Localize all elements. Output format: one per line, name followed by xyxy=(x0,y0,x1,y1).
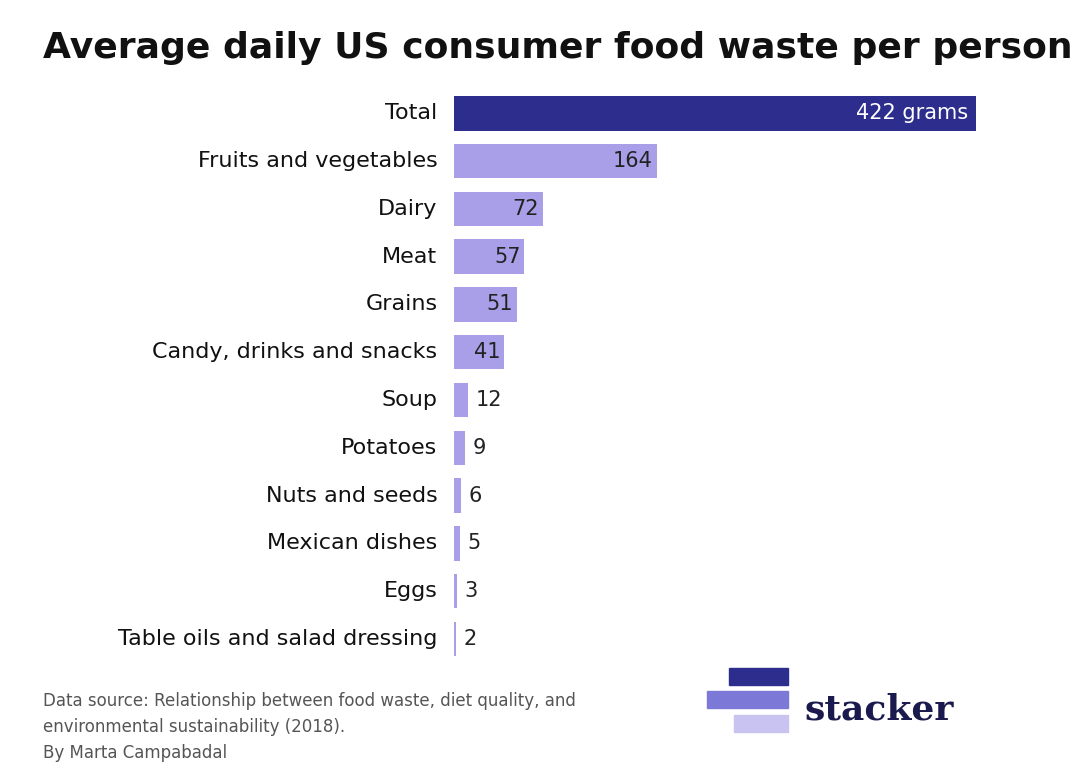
Text: Table oils and salad dressing: Table oils and salad dressing xyxy=(118,629,437,649)
Bar xyxy=(454,574,457,608)
Text: Candy, drinks and snacks: Candy, drinks and snacks xyxy=(152,342,437,362)
Text: Average daily US consumer food waste per person: Average daily US consumer food waste per… xyxy=(43,31,1072,65)
Bar xyxy=(454,335,504,370)
Text: Data source: Relationship between food waste, diet quality, and
environmental su: Data source: Relationship between food w… xyxy=(43,691,576,762)
Text: 164: 164 xyxy=(613,151,652,171)
Bar xyxy=(454,478,461,513)
Bar xyxy=(454,144,657,179)
Text: Total: Total xyxy=(386,103,437,123)
Bar xyxy=(454,192,542,226)
Text: Eggs: Eggs xyxy=(383,581,437,601)
Text: Potatoes: Potatoes xyxy=(341,438,437,457)
Text: Nuts and seeds: Nuts and seeds xyxy=(266,486,437,506)
Text: Mexican dishes: Mexican dishes xyxy=(267,534,437,554)
Text: Soup: Soup xyxy=(381,390,437,410)
Text: 5: 5 xyxy=(468,534,481,554)
Text: 51: 51 xyxy=(486,294,513,314)
Bar xyxy=(454,383,469,417)
Text: 422 grams: 422 grams xyxy=(856,103,969,123)
Text: Grains: Grains xyxy=(365,294,437,314)
Bar xyxy=(454,621,456,656)
Text: 9: 9 xyxy=(472,438,486,457)
Text: 41: 41 xyxy=(474,342,501,362)
Bar xyxy=(454,526,460,561)
Text: 72: 72 xyxy=(513,199,539,219)
Text: 3: 3 xyxy=(464,581,478,601)
Text: Dairy: Dairy xyxy=(378,199,437,219)
Text: 6: 6 xyxy=(469,486,482,506)
Bar xyxy=(454,430,464,465)
Text: Fruits and vegetables: Fruits and vegetables xyxy=(198,151,437,171)
Bar xyxy=(454,287,516,322)
Text: 12: 12 xyxy=(476,390,502,410)
Bar xyxy=(454,96,976,131)
Text: stacker: stacker xyxy=(805,693,954,727)
Text: 57: 57 xyxy=(494,246,521,266)
Text: 2: 2 xyxy=(463,629,476,649)
Bar xyxy=(454,239,524,274)
Text: Meat: Meat xyxy=(382,246,437,266)
